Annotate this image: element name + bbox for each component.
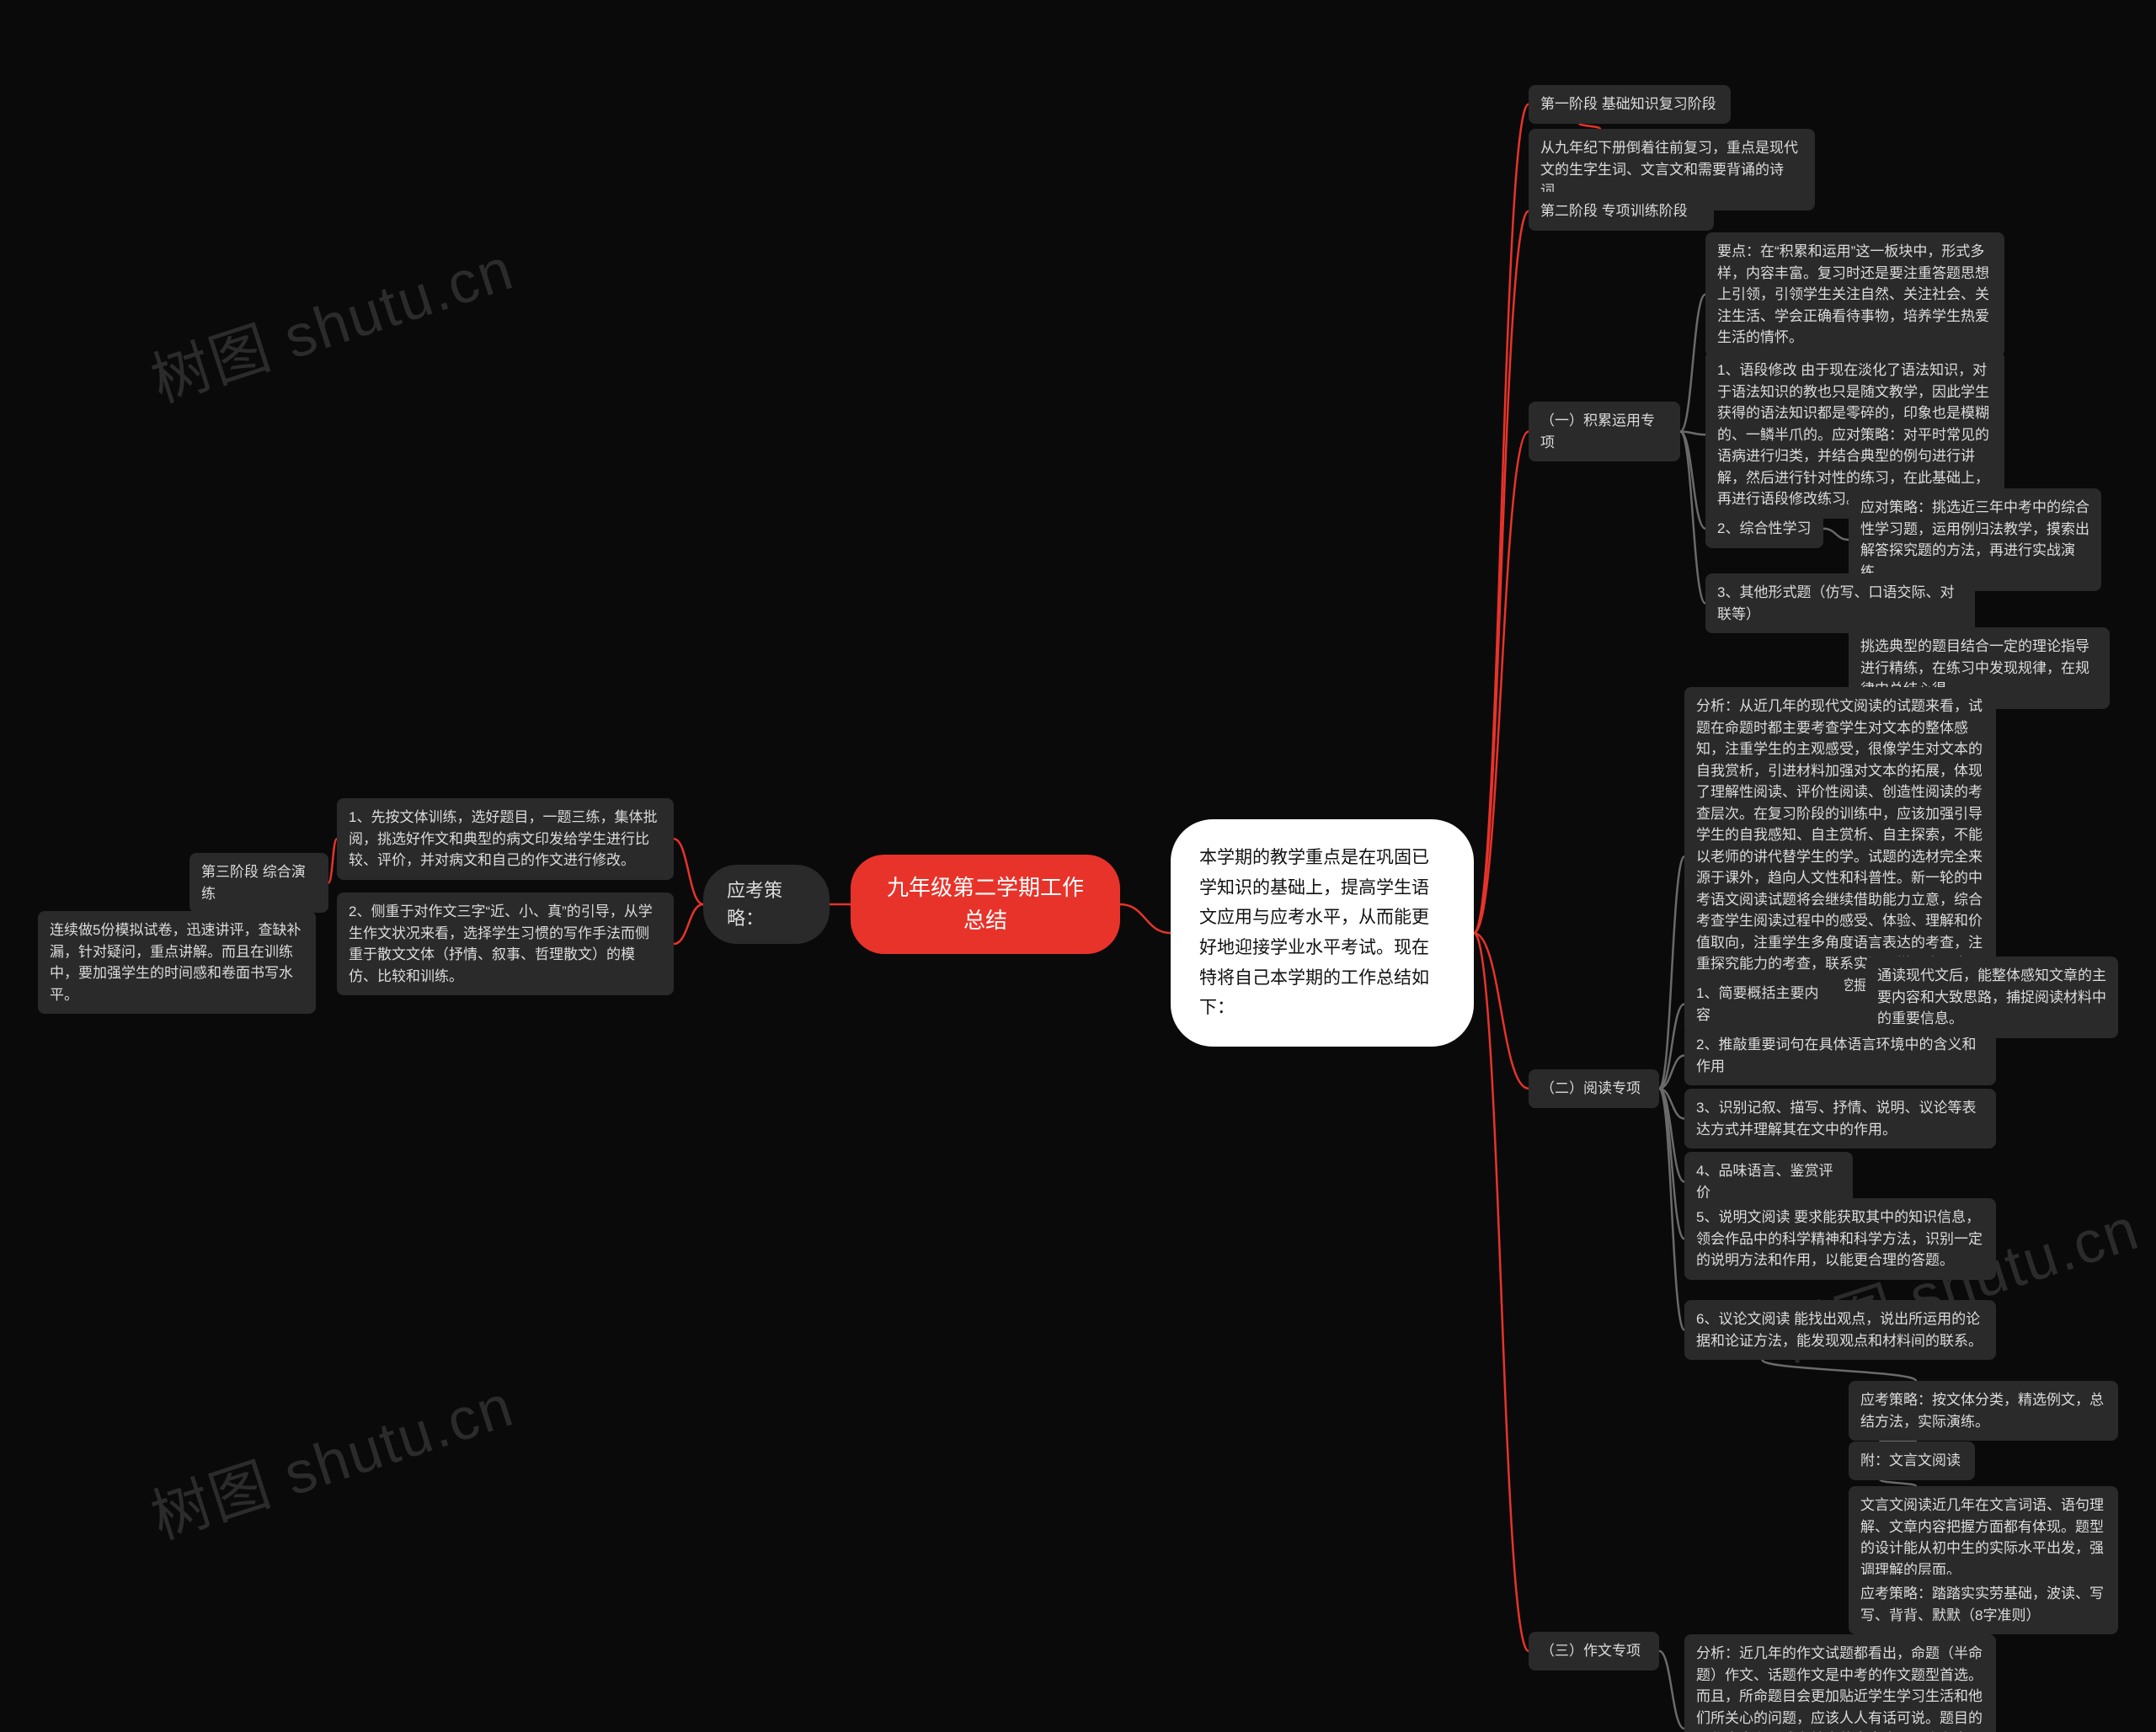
section1-point[interactable]: 要点：在“积累和运用”这一板块中，形式多样，内容丰富。复习时还是要注重答题思想上…: [1705, 232, 2004, 357]
section2-item6d[interactable]: 应考策略：踏踏实实劳基础，波读、写写、背背、默默（8字准则）: [1849, 1575, 2118, 1634]
section1-item3[interactable]: 3、其他形式题（仿写、口语交际、对联等）: [1705, 573, 1975, 633]
section2-item6a[interactable]: 应考策略：按文体分类，精选例文，总结方法，实际演练。: [1849, 1381, 2118, 1441]
section2-node[interactable]: （二）阅读专项: [1529, 1069, 1659, 1108]
phase3-detail[interactable]: 连续做5份模拟试卷，迅速讲评，查缺补漏，针对疑问，重点讲解。而且在训练中，要加强…: [38, 911, 316, 1014]
section1-item2[interactable]: 2、综合性学习: [1705, 509, 1823, 548]
section3-analysis[interactable]: 分析：近几年的作文试题都看出，命题（半命题）作文、话题作文是中考的作文题型首选。…: [1684, 1634, 1996, 1732]
phase1-node[interactable]: 第一阶段 基础知识复习阶段: [1529, 85, 1731, 124]
section2-item6c[interactable]: 文言文阅读近几年在文言词语、语句理解、文章内容把握方面都有体现。题型的设计能从初…: [1849, 1486, 2118, 1589]
left-item-1[interactable]: 1、先按文体训练，选好题目，一题三练，集体批阅，挑选好作文和典型的病文印发给学生…: [337, 798, 674, 880]
phase3-node[interactable]: 第三阶段 综合演练: [189, 853, 328, 913]
section2-item6[interactable]: 6、议论文阅读 能找出观点，说出所运用的论据和论证方法，能发现观点和材料间的联系…: [1684, 1300, 1996, 1360]
section3-node[interactable]: （三）作文专项: [1529, 1632, 1659, 1671]
section1-node[interactable]: （一）积累运用专项: [1529, 402, 1680, 461]
section2-item5[interactable]: 5、说明文阅读 要求能获取其中的知识信息，领会作品中的科学精神和科学方法，识别一…: [1684, 1198, 1996, 1280]
left-item-2[interactable]: 2、侧重于对作文三字“近、小、真”的引导，从学生作文状况来看，选择学生习惯的写作…: [337, 893, 674, 995]
watermark: 树图 shutu.cn: [139, 1359, 522, 1556]
section2-item2[interactable]: 2、推敲重要词句在具体语言环境中的含义和作用: [1684, 1026, 1996, 1085]
phase2-node[interactable]: 第二阶段 专项训练阶段: [1529, 192, 1714, 231]
watermark: 树图 shutu.cn: [139, 222, 522, 419]
section2-item3[interactable]: 3、识别记叙、描写、抒情、说明、议论等表达方式并理解其在文中的作用。: [1684, 1089, 1996, 1148]
mindmap-canvas: 树图 shutu.cn 树图 shutu.cn 树图 shutu.cn 九年级第…: [0, 0, 2156, 1732]
strategy-node[interactable]: 应考策略：: [703, 865, 830, 944]
summary-node[interactable]: 本学期的教学重点是在巩固已学知识的基础上，提高学生语文应用与应考水平，从而能更好…: [1171, 819, 1474, 1047]
section2-item6b[interactable]: 附：文言文阅读: [1849, 1442, 1975, 1480]
root-node[interactable]: 九年级第二学期工作总结: [851, 855, 1120, 954]
